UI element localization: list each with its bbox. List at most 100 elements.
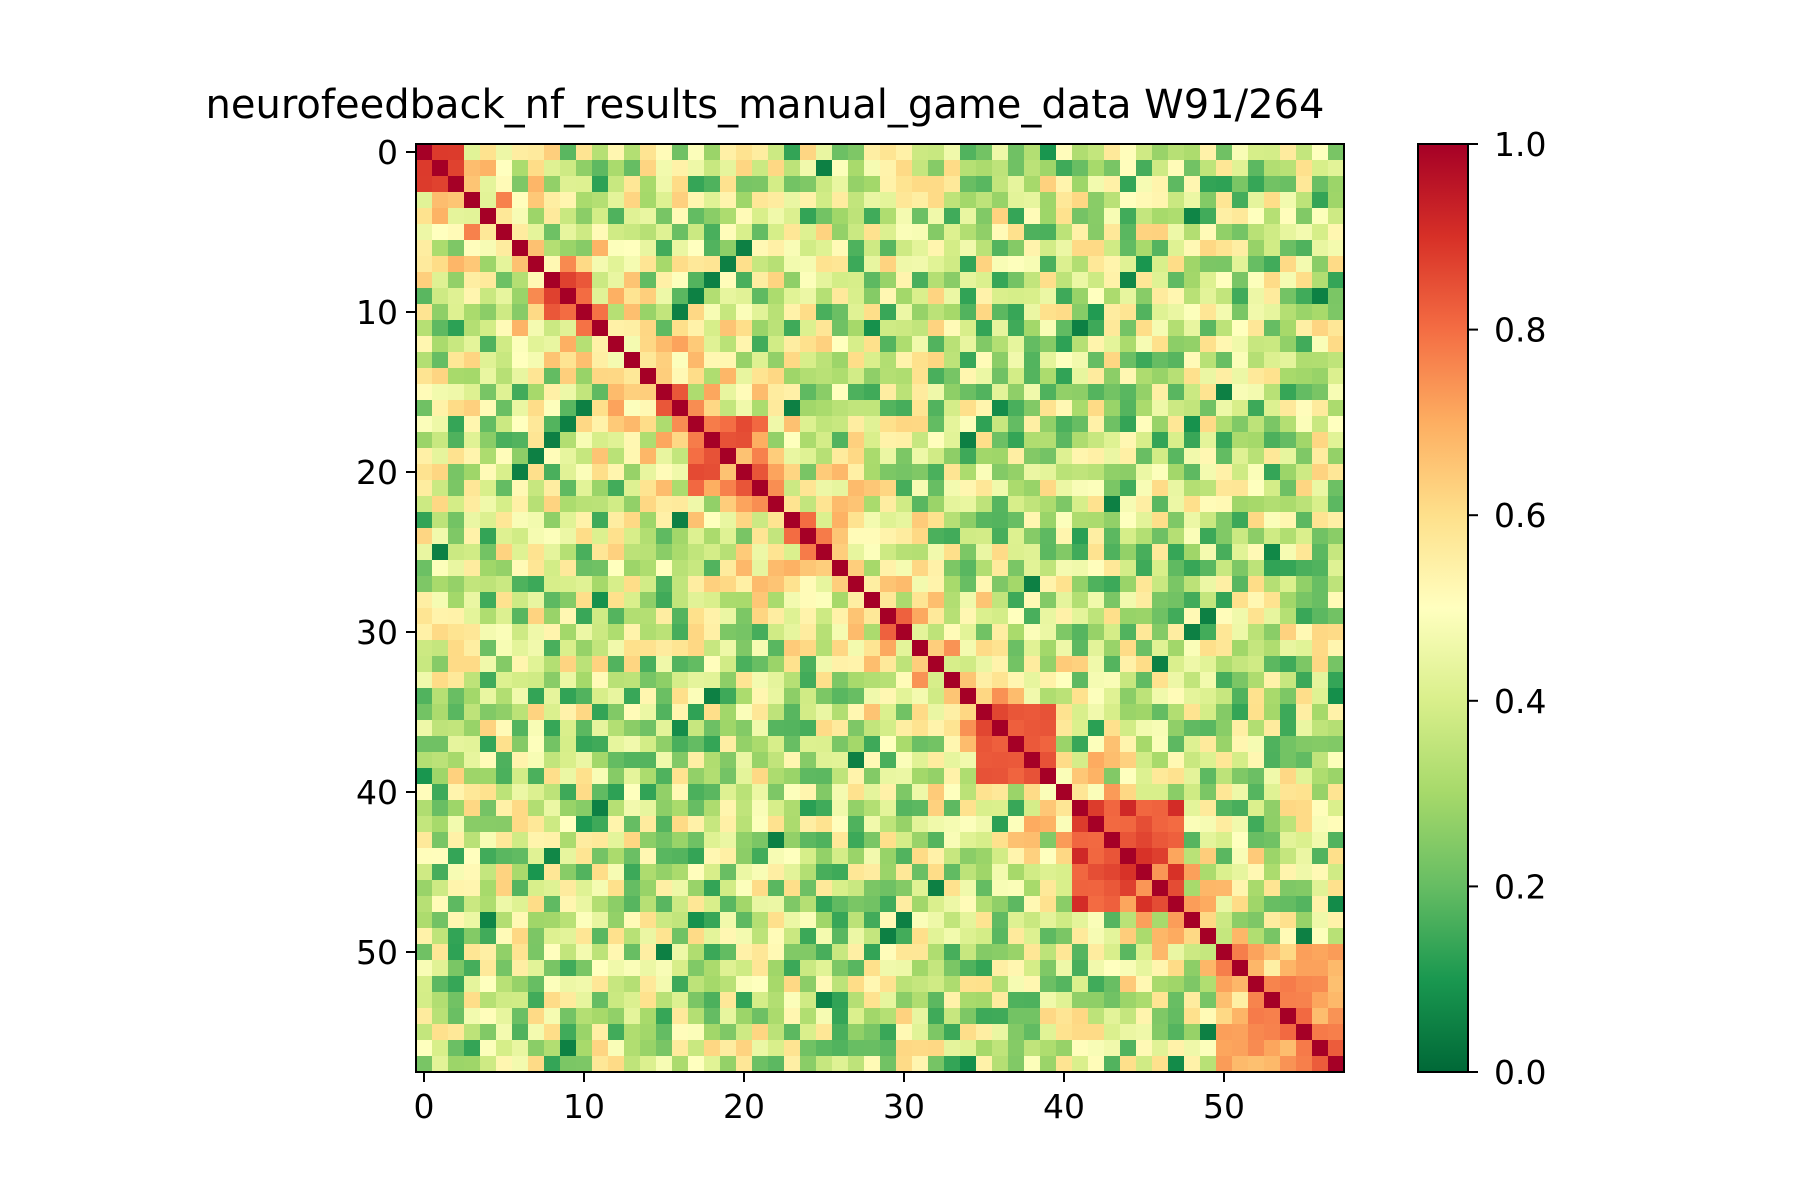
heatmap-cell xyxy=(464,368,481,385)
heatmap-cell xyxy=(1312,512,1329,529)
heatmap-cell xyxy=(608,144,625,161)
heatmap-cell xyxy=(576,1024,593,1041)
heatmap-cell xyxy=(1328,816,1345,833)
heatmap-cell xyxy=(448,832,465,849)
heatmap-cell xyxy=(1136,800,1153,817)
heatmap-cell xyxy=(1248,320,1265,337)
heatmap-cell xyxy=(1280,720,1297,737)
heatmap-cell xyxy=(800,896,817,913)
heatmap-cell xyxy=(1008,896,1025,913)
heatmap-cell xyxy=(736,336,753,353)
heatmap-cell xyxy=(1120,992,1137,1009)
heatmap-cell xyxy=(1120,912,1137,929)
heatmap-cell xyxy=(880,864,897,881)
heatmap-cell xyxy=(480,880,497,897)
heatmap-cell xyxy=(1024,384,1041,401)
heatmap-cell xyxy=(1328,656,1345,673)
heatmap-cell xyxy=(544,576,561,593)
heatmap-cell xyxy=(1264,880,1281,897)
heatmap-cell xyxy=(800,736,817,753)
heatmap-cell xyxy=(1328,416,1345,433)
heatmap-cell xyxy=(1200,624,1217,641)
heatmap-cell xyxy=(432,752,449,769)
heatmap-cell xyxy=(1296,608,1313,625)
heatmap-cell xyxy=(1040,176,1057,193)
plot-frame xyxy=(415,143,1345,1073)
heatmap-cell xyxy=(704,144,721,161)
heatmap-cell xyxy=(1152,224,1169,241)
heatmap-cell xyxy=(1312,192,1329,209)
y-tick-label: 30 xyxy=(356,613,398,652)
heatmap-cell xyxy=(1184,528,1201,545)
heatmap-cell xyxy=(1280,272,1297,289)
heatmap-cell xyxy=(1008,656,1025,673)
heatmap-cell xyxy=(576,880,593,897)
heatmap-cell xyxy=(416,256,433,273)
heatmap-cell xyxy=(624,368,641,385)
heatmap-cell xyxy=(1120,928,1137,945)
heatmap-cell xyxy=(896,1040,913,1057)
heatmap-cell xyxy=(880,256,897,273)
heatmap-cell xyxy=(720,624,737,641)
heatmap-cell xyxy=(1248,192,1265,209)
heatmap-cell xyxy=(672,1008,689,1025)
heatmap-cell xyxy=(720,480,737,497)
heatmap-cell xyxy=(1168,848,1185,865)
heatmap-cell xyxy=(1008,160,1025,177)
heatmap-cell xyxy=(640,752,657,769)
heatmap-cell xyxy=(480,448,497,465)
heatmap-cell xyxy=(736,608,753,625)
heatmap-cell xyxy=(944,272,961,289)
heatmap-cell xyxy=(1152,320,1169,337)
heatmap-cell xyxy=(864,704,881,721)
heatmap-cell xyxy=(1104,672,1121,689)
heatmap-cell xyxy=(432,800,449,817)
heatmap-cell xyxy=(1184,816,1201,833)
heatmap-cell xyxy=(1104,928,1121,945)
heatmap-cell xyxy=(928,400,945,417)
heatmap-cell xyxy=(544,464,561,481)
heatmap-cell xyxy=(1136,752,1153,769)
heatmap-cell xyxy=(1312,912,1329,929)
heatmap-cell xyxy=(1088,320,1105,337)
heatmap-cell xyxy=(1072,896,1089,913)
heatmap-cell xyxy=(1056,144,1073,161)
heatmap-cell xyxy=(720,592,737,609)
heatmap-cell xyxy=(1008,640,1025,657)
heatmap-cell xyxy=(1280,688,1297,705)
heatmap-cell xyxy=(688,784,705,801)
heatmap-cell xyxy=(416,592,433,609)
heatmap-cell xyxy=(1088,432,1105,449)
heatmap-cell xyxy=(800,800,817,817)
heatmap-cell xyxy=(1328,320,1345,337)
heatmap-cell xyxy=(816,160,833,177)
heatmap-cell xyxy=(1216,496,1233,513)
heatmap-cell xyxy=(1168,816,1185,833)
heatmap-cell xyxy=(864,448,881,465)
heatmap-cell xyxy=(480,416,497,433)
heatmap-cell xyxy=(608,480,625,497)
heatmap-cell xyxy=(816,992,833,1009)
heatmap-cell xyxy=(1200,640,1217,657)
heatmap-cell xyxy=(1072,640,1089,657)
heatmap-cell xyxy=(1024,464,1041,481)
heatmap-cell xyxy=(928,832,945,849)
heatmap-cell xyxy=(432,560,449,577)
heatmap-cell xyxy=(832,256,849,273)
heatmap-cell xyxy=(752,224,769,241)
heatmap-cell xyxy=(1168,672,1185,689)
heatmap-cell xyxy=(1216,608,1233,625)
heatmap-cell xyxy=(944,1056,961,1073)
heatmap-cell xyxy=(976,176,993,193)
heatmap-cell xyxy=(912,208,929,225)
heatmap-cell xyxy=(1312,240,1329,257)
heatmap-cell xyxy=(704,208,721,225)
heatmap-cell xyxy=(608,240,625,257)
heatmap-cell xyxy=(1040,928,1057,945)
heatmap-cell xyxy=(560,352,577,369)
heatmap-cell xyxy=(480,640,497,657)
heatmap-cell xyxy=(512,944,529,961)
heatmap-cell xyxy=(512,992,529,1009)
heatmap-cell xyxy=(912,672,929,689)
heatmap-cell xyxy=(608,448,625,465)
